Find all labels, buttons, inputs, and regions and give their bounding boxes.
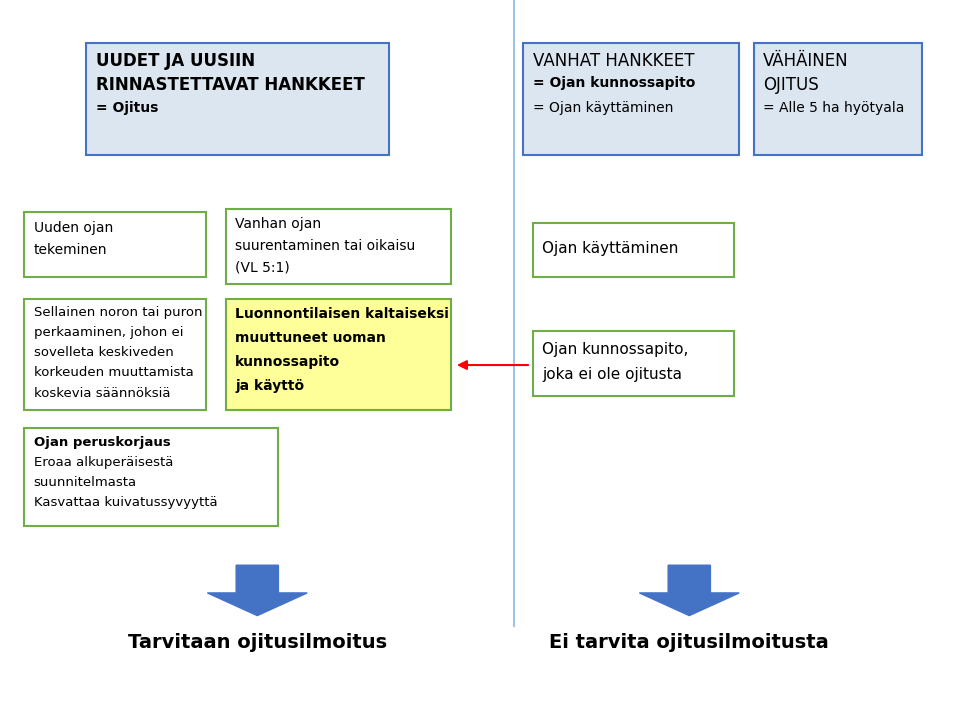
- Text: suunnitelmasta: suunnitelmasta: [34, 476, 136, 489]
- Polygon shape: [639, 565, 739, 616]
- FancyBboxPatch shape: [533, 223, 734, 277]
- Text: Sellainen noron tai puron: Sellainen noron tai puron: [34, 306, 203, 319]
- Text: = Ojan kunnossapito: = Ojan kunnossapito: [533, 76, 695, 90]
- Text: perkaaminen, johon ei: perkaaminen, johon ei: [34, 326, 183, 339]
- Text: UUDET JA UUSIIN: UUDET JA UUSIIN: [96, 52, 255, 70]
- FancyBboxPatch shape: [24, 212, 206, 277]
- Text: = Alle 5 ha hyötyala: = Alle 5 ha hyötyala: [763, 101, 904, 114]
- FancyBboxPatch shape: [523, 43, 739, 155]
- Text: Vanhan ojan: Vanhan ojan: [235, 217, 322, 231]
- Text: Tarvitaan ojitusilmoitus: Tarvitaan ojitusilmoitus: [128, 633, 387, 652]
- FancyBboxPatch shape: [533, 331, 734, 396]
- FancyBboxPatch shape: [226, 299, 451, 410]
- FancyBboxPatch shape: [24, 428, 278, 526]
- Polygon shape: [207, 565, 307, 616]
- Text: kunnossapito: kunnossapito: [235, 355, 341, 369]
- FancyBboxPatch shape: [754, 43, 922, 155]
- Text: Ojan käyttäminen: Ojan käyttäminen: [542, 241, 679, 256]
- Text: joka ei ole ojitusta: joka ei ole ojitusta: [542, 367, 683, 382]
- Text: korkeuden muuttamista: korkeuden muuttamista: [34, 366, 193, 379]
- Text: Ojan kunnossapito,: Ojan kunnossapito,: [542, 342, 688, 357]
- Text: Luonnontilaisen kaltaiseksi: Luonnontilaisen kaltaiseksi: [235, 307, 449, 321]
- Text: tekeminen: tekeminen: [34, 243, 108, 256]
- Text: VÄHÄINEN: VÄHÄINEN: [763, 52, 849, 70]
- Text: (VL 5:1): (VL 5:1): [235, 261, 290, 274]
- FancyBboxPatch shape: [24, 299, 206, 410]
- Text: Eroaa alkuperäisestä: Eroaa alkuperäisestä: [34, 456, 173, 469]
- Text: = Ojan käyttäminen: = Ojan käyttäminen: [533, 101, 673, 114]
- Text: OJITUS: OJITUS: [763, 76, 819, 94]
- Text: = Ojitus: = Ojitus: [96, 101, 158, 114]
- Text: ja käyttö: ja käyttö: [235, 379, 304, 392]
- Text: Ei tarvita ojitusilmoitusta: Ei tarvita ojitusilmoitusta: [549, 633, 829, 652]
- Text: VANHAT HANKKEET: VANHAT HANKKEET: [533, 52, 694, 70]
- Text: Kasvattaa kuivatussyvyyttä: Kasvattaa kuivatussyvyyttä: [34, 496, 217, 509]
- Text: koskevia säännöksiä: koskevia säännöksiä: [34, 387, 170, 400]
- Text: sovelleta keskiveden: sovelleta keskiveden: [34, 346, 174, 359]
- FancyBboxPatch shape: [226, 209, 451, 284]
- Text: suurentaminen tai oikaisu: suurentaminen tai oikaisu: [235, 239, 416, 253]
- Text: Ojan peruskorjaus: Ojan peruskorjaus: [34, 436, 170, 449]
- FancyBboxPatch shape: [86, 43, 389, 155]
- Text: Uuden ojan: Uuden ojan: [34, 221, 113, 235]
- Text: RINNASTETTAVAT HANKKEET: RINNASTETTAVAT HANKKEET: [96, 76, 365, 94]
- Text: muuttuneet uoman: muuttuneet uoman: [235, 331, 386, 345]
